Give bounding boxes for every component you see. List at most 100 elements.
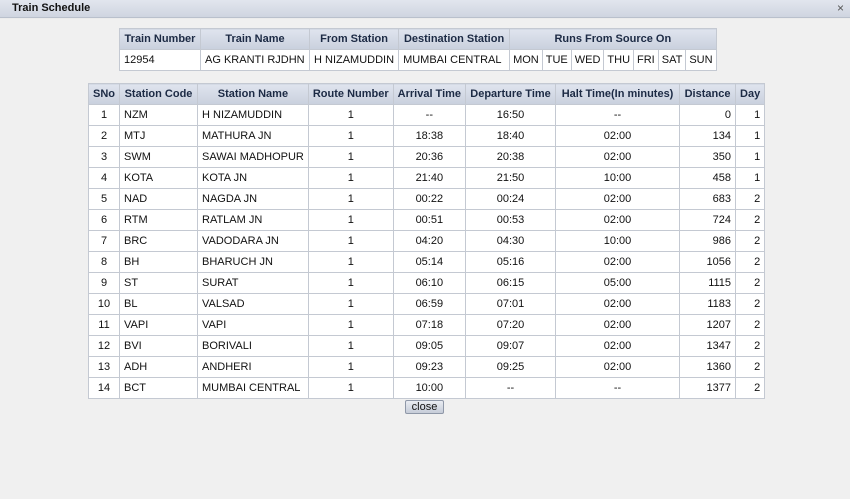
halt-time: -- — [555, 104, 681, 126]
arrival-time: -- — [392, 104, 467, 126]
distance: 1056 — [679, 251, 737, 273]
train-info-header-row: Train Number Train Name From Station Des… — [119, 28, 717, 50]
table-row: 1 NZM H NIZAMUDDIN 1 -- 16:50 -- 0 1 — [88, 104, 766, 126]
halt-time: 05:00 — [555, 272, 681, 294]
run-day: THU — [603, 49, 635, 71]
distance: 1360 — [679, 356, 737, 378]
header-route-number: Route Number — [307, 83, 394, 105]
sno: 14 — [88, 377, 120, 399]
arrival-time: 18:38 — [392, 125, 467, 147]
train-number: 12954 — [119, 49, 201, 71]
station-name: VADODARA JN — [197, 230, 309, 252]
sno: 4 — [88, 167, 120, 189]
distance: 1183 — [679, 293, 737, 315]
close-button[interactable]: close — [405, 400, 444, 414]
departure-time: 16:50 — [465, 104, 557, 126]
distance: 986 — [679, 230, 737, 252]
distance: 683 — [679, 188, 737, 210]
route-number: 1 — [307, 125, 394, 147]
schedule-table: SNo Station Code Station Name Route Number A… — [88, 83, 766, 399]
route-number: 1 — [307, 167, 394, 189]
departure-time: 18:40 — [465, 125, 557, 147]
arrival-time: 07:18 — [392, 314, 467, 336]
departure-time: 00:24 — [465, 188, 557, 210]
station-name: VALSAD — [197, 293, 309, 315]
day: 2 — [735, 314, 766, 336]
departure-time: 21:50 — [465, 167, 557, 189]
halt-time: 02:00 — [555, 251, 681, 273]
departure-time: 09:07 — [465, 335, 557, 357]
distance: 458 — [679, 167, 737, 189]
station-code: BL — [119, 293, 198, 315]
sno: 12 — [88, 335, 120, 357]
table-row: 2 MTJ MATHURA JN 1 18:38 18:40 02:00 134 1 — [88, 125, 766, 147]
table-row: 7 BRC VADODARA JN 1 04:20 04:30 10:00 986 2 — [88, 230, 766, 252]
station-name: H NIZAMUDDIN — [197, 104, 309, 126]
route-number: 1 — [307, 356, 394, 378]
halt-time: 02:00 — [555, 146, 681, 168]
route-number: 1 — [307, 104, 394, 126]
distance: 0 — [679, 104, 737, 126]
distance: 350 — [679, 146, 737, 168]
route-number: 1 — [307, 251, 394, 273]
table-row: 5 NAD NAGDA JN 1 00:22 00:24 02:00 683 2 — [88, 188, 766, 210]
table-row: 4 KOTA KOTA JN 1 21:40 21:50 10:00 458 1 — [88, 167, 766, 189]
distance: 1207 — [679, 314, 737, 336]
table-row: 3 SWM SAWAI MADHOPUR 1 20:36 20:38 02:00 350 1 — [88, 146, 766, 168]
arrival-time: 00:51 — [392, 209, 467, 231]
header-day: Day — [735, 83, 766, 105]
day: 2 — [735, 209, 766, 231]
table-row: 14 BCT MUMBAI CENTRAL 1 10:00 -- -- 1377 2 — [88, 377, 766, 399]
run-day: SAT — [657, 49, 687, 71]
route-number: 1 — [307, 335, 394, 357]
arrival-time: 06:59 — [392, 293, 467, 315]
halt-time: -- — [555, 377, 681, 399]
table-row: 12 BVI BORIVALI 1 09:05 09:07 02:00 1347 2 — [88, 335, 766, 357]
distance: 1377 — [679, 377, 737, 399]
header-destination-station: Destination Station — [398, 28, 511, 50]
day: 2 — [735, 272, 766, 294]
header-from-station: From Station — [308, 28, 400, 50]
station-code: BH — [119, 251, 198, 273]
table-row: 6 RTM RATLAM JN 1 00:51 00:53 02:00 724 2 — [88, 209, 766, 231]
sno: 7 — [88, 230, 120, 252]
day: 1 — [735, 104, 766, 126]
station-code: BCT — [119, 377, 198, 399]
arrival-time: 00:22 — [392, 188, 467, 210]
sno: 6 — [88, 209, 120, 231]
station-code: BRC — [119, 230, 198, 252]
route-number: 1 — [307, 377, 394, 399]
train-info-row: 12954 AG KRANTI RJDHN H NIZAMUDDIN MUMBA… — [119, 49, 717, 71]
table-row: 10 BL VALSAD 1 06:59 07:01 02:00 1183 2 — [88, 293, 766, 315]
halt-time: 02:00 — [555, 125, 681, 147]
arrival-time: 09:05 — [392, 335, 467, 357]
departure-time: 05:16 — [465, 251, 557, 273]
day: 1 — [735, 146, 766, 168]
station-name: MATHURA JN — [197, 125, 309, 147]
departure-time: 09:25 — [465, 356, 557, 378]
departure-time: 04:30 — [465, 230, 557, 252]
close-icon[interactable]: × — [836, 1, 844, 15]
station-name: ANDHERI — [197, 356, 309, 378]
halt-time: 10:00 — [555, 167, 681, 189]
station-code: KOTA — [119, 167, 198, 189]
halt-time: 02:00 — [555, 209, 681, 231]
run-day: SUN — [685, 49, 717, 71]
sno: 5 — [88, 188, 120, 210]
departure-time: -- — [465, 377, 557, 399]
day: 1 — [735, 167, 766, 189]
departure-time: 00:53 — [465, 209, 557, 231]
train-name: AG KRANTI RJDHN — [200, 49, 310, 71]
distance: 724 — [679, 209, 737, 231]
station-name: SAWAI MADHOPUR — [197, 146, 309, 168]
run-day: WED — [570, 49, 605, 71]
arrival-time: 21:40 — [392, 167, 467, 189]
day: 2 — [735, 251, 766, 273]
route-number: 1 — [307, 272, 394, 294]
header-halt-time: Halt Time(In minutes) — [555, 83, 681, 105]
station-name: VAPI — [197, 314, 309, 336]
sno: 9 — [88, 272, 120, 294]
table-row: 13 ADH ANDHERI 1 09:23 09:25 02:00 1360 2 — [88, 356, 766, 378]
table-row: 8 BH BHARUCH JN 1 05:14 05:16 02:00 1056 2 — [88, 251, 766, 273]
day: 1 — [735, 125, 766, 147]
